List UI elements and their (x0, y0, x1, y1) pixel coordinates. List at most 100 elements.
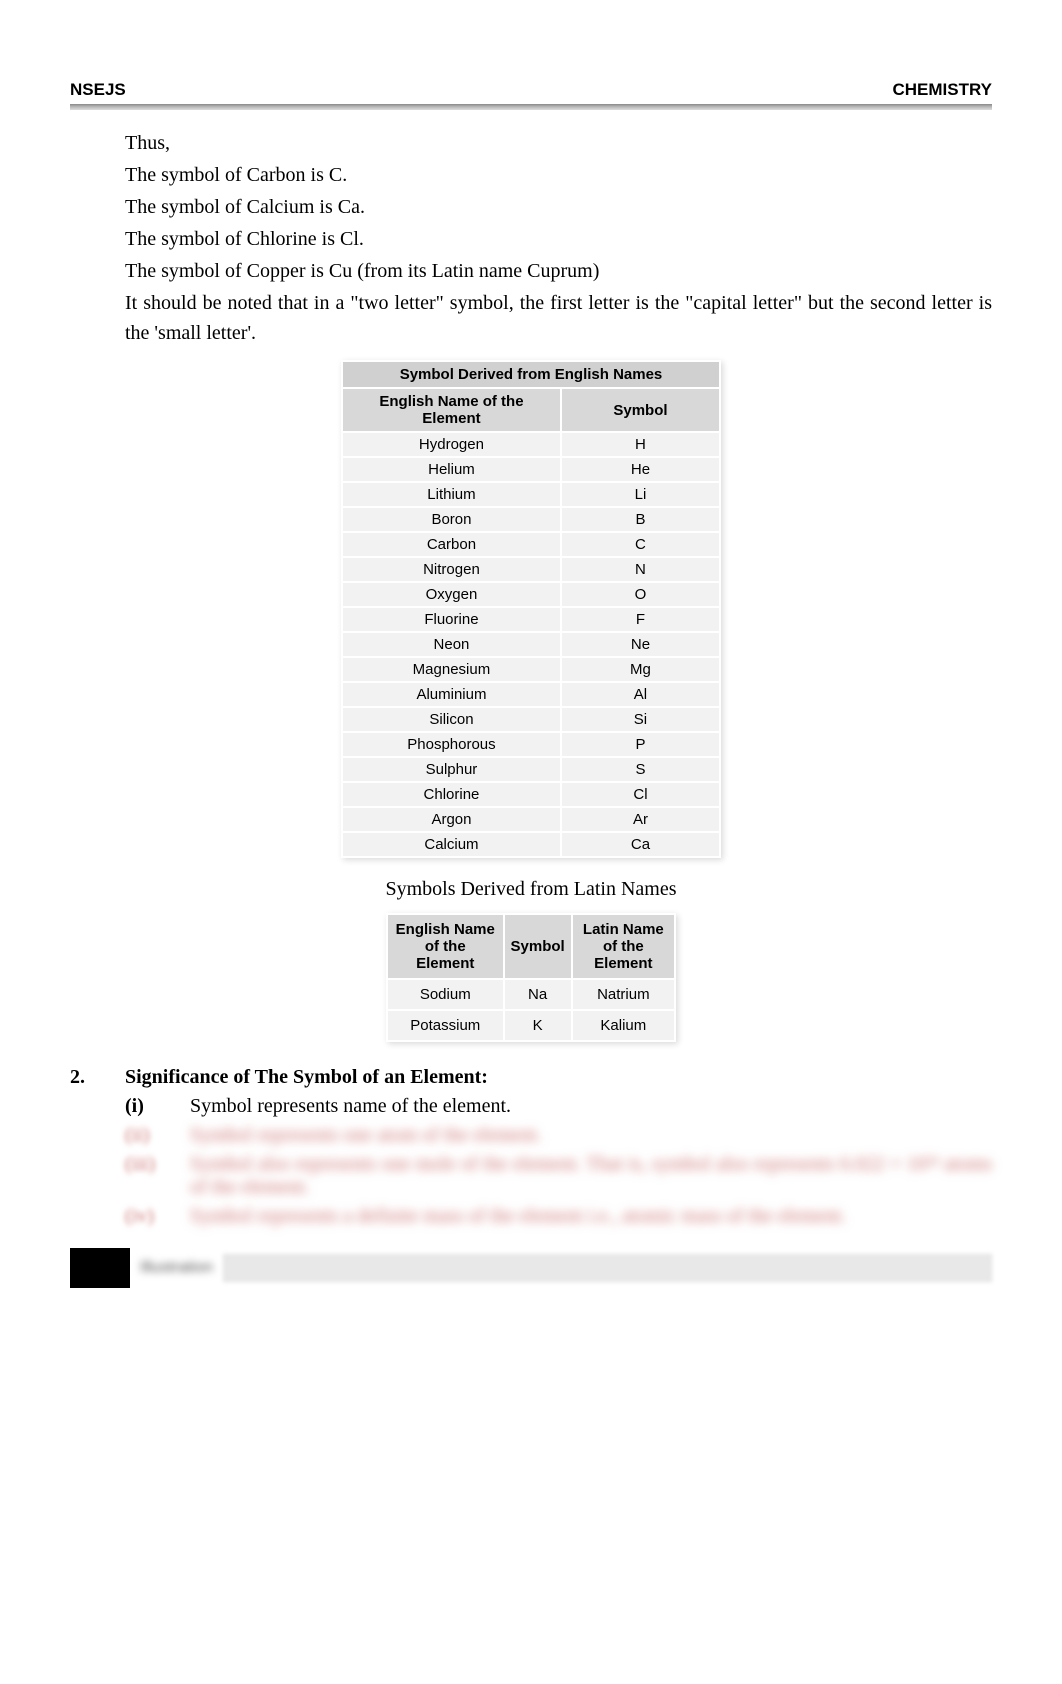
table-row: SiliconSi (343, 708, 719, 731)
element-name-cell: Neon (343, 633, 560, 656)
element-symbol-cell: P (562, 733, 719, 756)
table1-header-symbol: Symbol (562, 389, 719, 431)
table-row: ArgonAr (343, 808, 719, 831)
element-symbol-cell: S (562, 758, 719, 781)
element-name-cell: Silicon (343, 708, 560, 731)
intro-line: The symbol of Chlorine is Cl. (125, 224, 992, 254)
black-box-icon (70, 1248, 130, 1288)
element-name-cell: Helium (343, 458, 560, 481)
lat-name-cell: Natrium (573, 980, 674, 1009)
element-name-cell: Calcium (343, 833, 560, 856)
element-name-cell: Boron (343, 508, 560, 531)
table-row: HydrogenH (343, 433, 719, 456)
list-item-blurred: (iii) Symbol also represents one mole of… (125, 1153, 992, 1199)
table-row: SodiumNaNatrium (388, 980, 674, 1009)
eng-name-cell: Sodium (388, 980, 503, 1009)
table-row: OxygenO (343, 583, 719, 606)
table-row: ChlorineCl (343, 783, 719, 806)
symbol-cell: Na (505, 980, 571, 1009)
element-name-cell: Argon (343, 808, 560, 831)
intro-line: The symbol of Calcium is Ca. (125, 192, 992, 222)
element-name-cell: Lithium (343, 483, 560, 506)
table2-wrap: English Name of the Element Symbol Latin… (70, 913, 992, 1042)
element-name-cell: Aluminium (343, 683, 560, 706)
intro-line: It should be noted that in a "two letter… (125, 288, 992, 348)
table1-wrap: Symbol Derived from English Names Englis… (70, 360, 992, 858)
intro-text: Thus, The symbol of Carbon is C. The sym… (125, 128, 992, 348)
element-symbol-cell: Ne (562, 633, 719, 656)
table-row: NeonNe (343, 633, 719, 656)
element-symbol-cell: He (562, 458, 719, 481)
table-row: LithiumLi (343, 483, 719, 506)
element-symbol-cell: F (562, 608, 719, 631)
table-row: CarbonC (343, 533, 719, 556)
symbol-cell: K (505, 1011, 571, 1040)
table-row: HeliumHe (343, 458, 719, 481)
table2-header-eng: English Name of the Element (388, 915, 503, 978)
element-symbol-cell: H (562, 433, 719, 456)
table-row: SulphurS (343, 758, 719, 781)
list-marker: (iii) (125, 1153, 190, 1199)
blur-strip (223, 1254, 992, 1282)
latin-symbols-table: English Name of the Element Symbol Latin… (386, 913, 676, 1042)
section-2: 2. Significance of The Symbol of an Elem… (70, 1066, 992, 1089)
element-symbol-cell: Ar (562, 808, 719, 831)
list-text: Symbol represents one atom of the elemen… (190, 1124, 992, 1147)
section-title: Significance of The Symbol of an Element… (125, 1066, 488, 1089)
intro-line: The symbol of Copper is Cu (from its Lat… (125, 256, 992, 286)
list-text: Symbol also represents one mole of the e… (190, 1153, 992, 1199)
illustration-label: Illustration (140, 1259, 213, 1277)
list-item-blurred: (ii) Symbol represents one atom of the e… (125, 1124, 992, 1147)
table-row: AluminiumAl (343, 683, 719, 706)
element-symbol-cell: Ca (562, 833, 719, 856)
list-text: Symbol represents name of the element. (190, 1095, 992, 1118)
section-number: 2. (70, 1066, 125, 1089)
header-divider (70, 104, 992, 110)
list-item: (i) Symbol represents name of the elemen… (125, 1095, 992, 1118)
table-row: NitrogenN (343, 558, 719, 581)
english-symbols-table: Symbol Derived from English Names Englis… (341, 360, 721, 858)
element-symbol-cell: Si (562, 708, 719, 731)
intro-line: The symbol of Carbon is C. (125, 160, 992, 190)
header-left: NSEJS (70, 80, 126, 100)
table-row: PhosphorousP (343, 733, 719, 756)
table2-header-sym: Symbol (505, 915, 571, 978)
table-row: PotassiumKKalium (388, 1011, 674, 1040)
element-symbol-cell: C (562, 533, 719, 556)
table2-title: Symbols Derived from Latin Names (70, 878, 992, 901)
list-marker: (iv) (125, 1205, 190, 1228)
element-name-cell: Oxygen (343, 583, 560, 606)
bottom-blurred-region: Illustration (70, 1248, 992, 1288)
element-name-cell: Phosphorous (343, 733, 560, 756)
element-symbol-cell: Al (562, 683, 719, 706)
element-name-cell: Sulphur (343, 758, 560, 781)
list-text: Symbol represents a definite mass of the… (190, 1205, 992, 1228)
eng-name-cell: Potassium (388, 1011, 503, 1040)
element-name-cell: Hydrogen (343, 433, 560, 456)
element-name-cell: Magnesium (343, 658, 560, 681)
element-symbol-cell: B (562, 508, 719, 531)
element-symbol-cell: Mg (562, 658, 719, 681)
element-symbol-cell: Cl (562, 783, 719, 806)
element-symbol-cell: N (562, 558, 719, 581)
list-marker: (ii) (125, 1124, 190, 1147)
intro-line: Thus, (125, 128, 992, 158)
table-row: MagnesiumMg (343, 658, 719, 681)
element-name-cell: Chlorine (343, 783, 560, 806)
table1-title: Symbol Derived from English Names (343, 362, 719, 387)
element-name-cell: Fluorine (343, 608, 560, 631)
element-symbol-cell: O (562, 583, 719, 606)
page-header: NSEJS CHEMISTRY (70, 80, 992, 100)
table-row: FluorineF (343, 608, 719, 631)
table-row: BoronB (343, 508, 719, 531)
table-row: CalciumCa (343, 833, 719, 856)
table1-header-name: English Name of the Element (343, 389, 560, 431)
list-item-blurred: (iv) Symbol represents a definite mass o… (125, 1205, 992, 1228)
list-marker: (i) (125, 1095, 190, 1118)
table2-header-lat: Latin Name of the Element (573, 915, 674, 978)
lat-name-cell: Kalium (573, 1011, 674, 1040)
element-name-cell: Nitrogen (343, 558, 560, 581)
element-symbol-cell: Li (562, 483, 719, 506)
element-name-cell: Carbon (343, 533, 560, 556)
header-right: CHEMISTRY (893, 80, 993, 100)
